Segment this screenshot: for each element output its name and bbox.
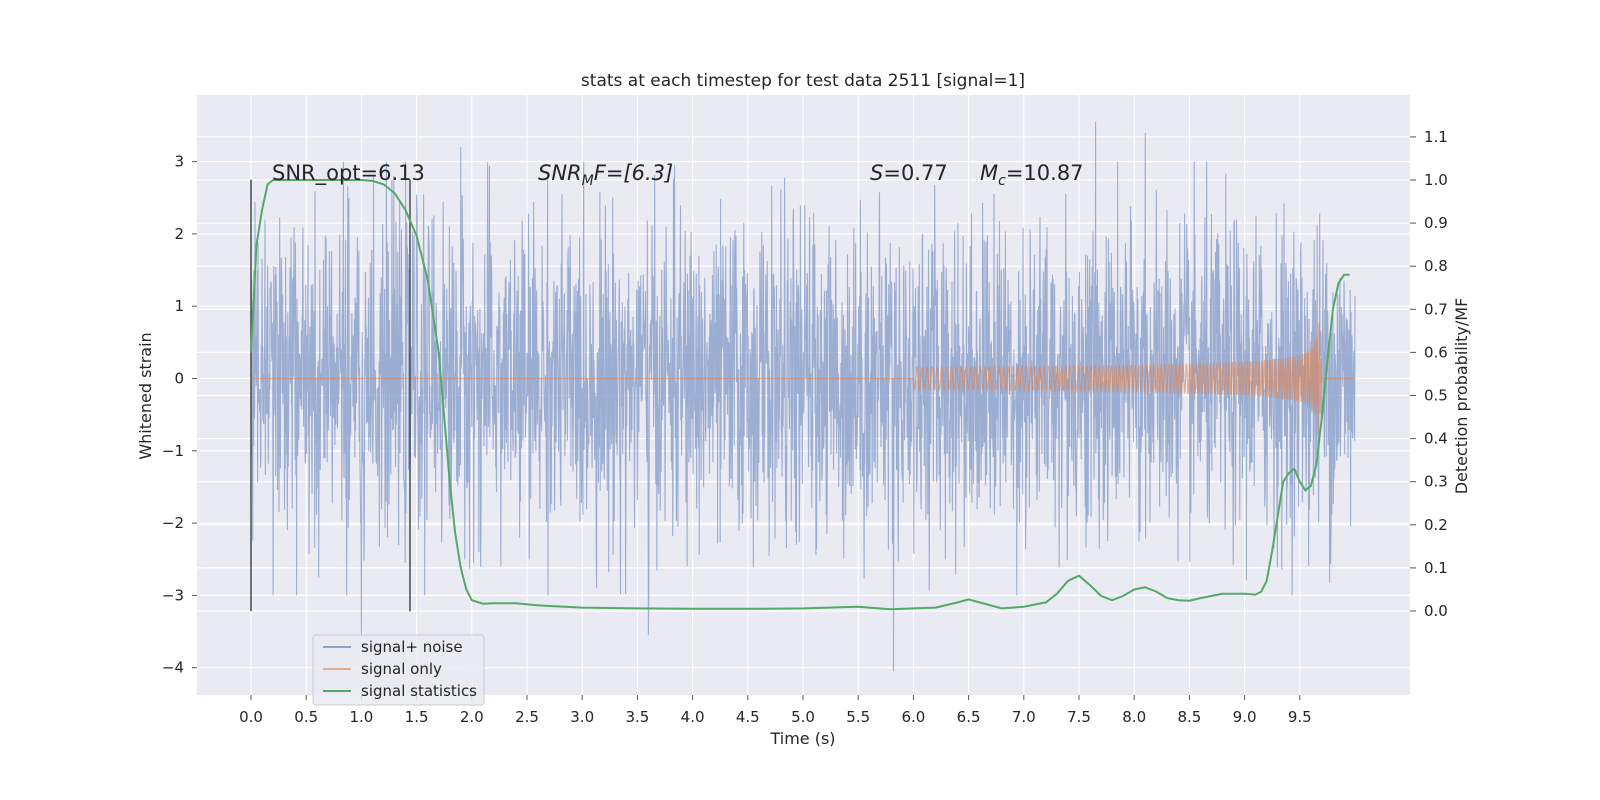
y-right-tick-label: 0.4 [1424, 430, 1448, 448]
chart-title: stats at each timestep for test data 251… [581, 71, 1025, 91]
y-right-tick-label: 1.1 [1424, 128, 1448, 146]
x-tick-label: 4.0 [681, 708, 705, 726]
x-tick-label: 7.5 [1067, 708, 1091, 726]
y-right-tick-label: 0.9 [1424, 214, 1448, 232]
x-tick-label: 6.5 [957, 708, 981, 726]
y-right-tick-label: 0.1 [1424, 559, 1448, 577]
x-tick-label: 2.5 [515, 708, 539, 726]
x-tick-label: 1.0 [349, 708, 373, 726]
x-tick-label: 0.5 [294, 708, 318, 726]
x-tick-label: 4.5 [736, 708, 760, 726]
annotation-snr-opt: SNR_opt=6.13 [272, 161, 425, 186]
x-tick-label: 6.0 [901, 708, 925, 726]
y-tick-label: 2 [174, 225, 184, 243]
annotation-mc: Mc=10.87 [980, 161, 1084, 189]
annotation-snr-mf: SNRMF=[6.3] [538, 161, 673, 189]
x-tick-label: 5.0 [791, 708, 815, 726]
y-axis-right-title: Detection probability/MF [1452, 298, 1471, 495]
legend: signal+ noise signal only signal statist… [312, 634, 485, 706]
snr-mf-subscript: M [582, 173, 594, 189]
x-tick-label: 9.5 [1288, 708, 1312, 726]
y-tick-label: 1 [174, 297, 184, 315]
snr-mf-rest: F=[6.3] [594, 161, 673, 185]
series-signal-statistics [250, 179, 1350, 611]
mc-rest: =10.87 [1006, 161, 1084, 185]
y-right-tick-label: 0.2 [1424, 516, 1448, 534]
y-tick-label: −3 [162, 586, 184, 604]
time-markers [250, 179, 411, 612]
annotation-s: S=0.77 [870, 161, 948, 185]
y-right-tick-label: 0.8 [1424, 257, 1448, 275]
y-right-tick-label: 0.6 [1424, 343, 1448, 361]
s-main: S [870, 161, 883, 185]
y-tick-label: −4 [162, 659, 184, 677]
x-tick-label: 1.5 [405, 708, 429, 726]
signal-only-line [251, 323, 1355, 435]
legend-label-signal-noise: signal+ noise [361, 638, 463, 656]
y-right-tick-label: 0.7 [1424, 300, 1448, 318]
signal-noise-line [250, 121, 1356, 672]
y-axis-ticks: 3 2 1 0 −1 −2 −3 −4 [162, 153, 197, 677]
y-right-tick-label: 1.0 [1424, 171, 1448, 189]
x-tick-label: 3.5 [625, 708, 649, 726]
y-axis-right-ticks: 1.1 1.0 0.9 0.8 0.7 0.6 0.5 0.4 0.3 0.2 0.1 0.0 [1410, 128, 1448, 620]
x-tick-label: 8.5 [1177, 708, 1201, 726]
x-axis-ticks: 0.0 0.5 1.0 1.5 2.0 2.5 3.0 3.5 4.0 4.5 5.0 5.5 6.0 6… [239, 695, 1312, 726]
signal-statistics-line [250, 179, 1350, 611]
series-signal-noise [250, 121, 1356, 672]
x-tick-label: 3.0 [570, 708, 594, 726]
x-tick-label: 0.0 [239, 708, 263, 726]
x-tick-label: 8.0 [1122, 708, 1146, 726]
x-tick-label: 9.0 [1233, 708, 1257, 726]
s-rest: =0.77 [883, 161, 947, 185]
mc-subscript: c [998, 173, 1006, 189]
y-right-tick-label: 0.0 [1424, 602, 1448, 620]
x-tick-label: 5.5 [846, 708, 870, 726]
mc-main: M [980, 161, 998, 185]
y-right-tick-label: 0.5 [1424, 387, 1448, 405]
legend-label-signal-statistics: signal statistics [361, 682, 477, 700]
y-tick-label: −2 [162, 514, 184, 532]
y-right-tick-label: 0.3 [1424, 473, 1448, 491]
legend-box [312, 634, 485, 706]
y-tick-label: 3 [174, 153, 184, 171]
series-signal-only [251, 323, 1355, 435]
y-axis-title: Whitened strain [136, 332, 155, 459]
x-axis-title: Time (s) [769, 729, 835, 748]
x-tick-label: 7.0 [1012, 708, 1036, 726]
legend-label-signal-only: signal only [361, 660, 442, 678]
x-tick-label: 2.0 [460, 708, 484, 726]
y-tick-label: −1 [162, 442, 184, 460]
y-tick-label: 0 [174, 370, 184, 388]
snr-mf-main: SNR [538, 161, 582, 185]
